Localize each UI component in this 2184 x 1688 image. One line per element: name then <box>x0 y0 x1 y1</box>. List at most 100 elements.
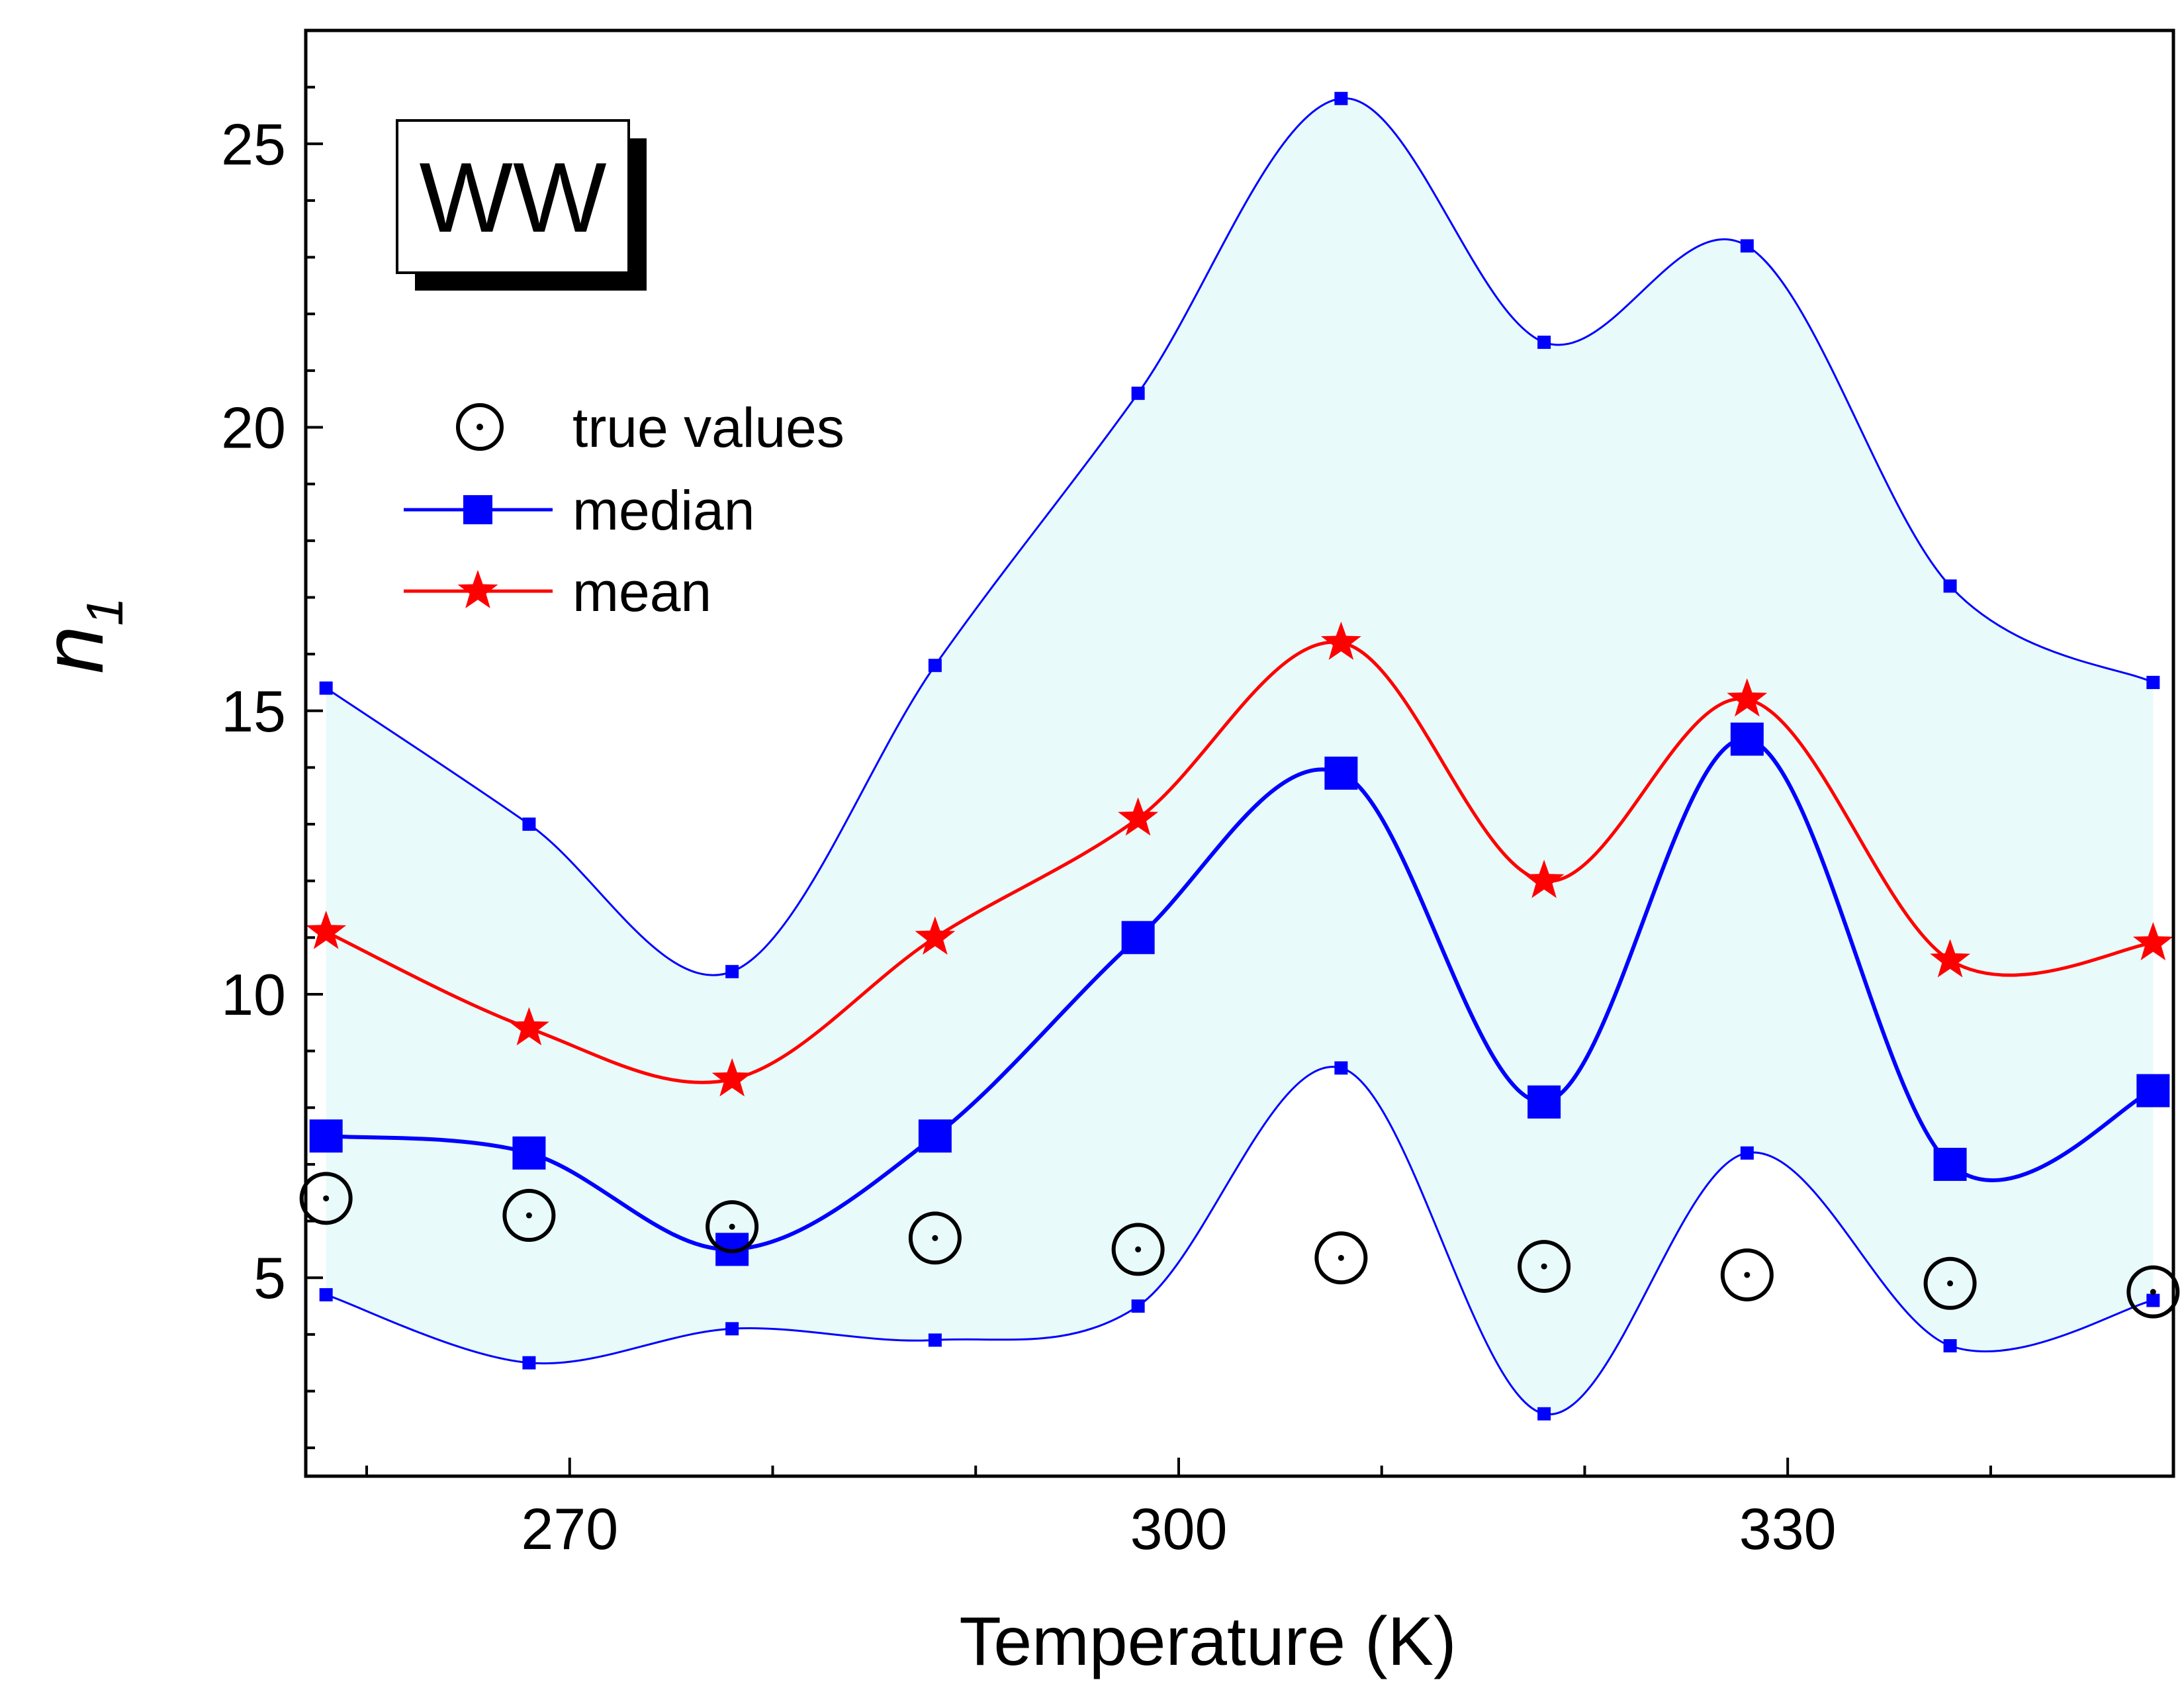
x-axis-title: Temperature (K) <box>959 1603 1456 1680</box>
legend-label: true values <box>572 397 844 459</box>
band-lower-point <box>319 1288 333 1301</box>
series-markers <box>299 91 2180 1421</box>
band-lower-point <box>1740 1146 1754 1160</box>
band-lower-point <box>1334 1061 1348 1075</box>
true-value-point <box>2126 1265 2180 1319</box>
mean-point <box>509 1007 549 1046</box>
legend-dot-icon <box>477 424 483 430</box>
true-value-point <box>299 1172 353 1225</box>
badge: WW <box>396 119 647 291</box>
true-value-dot <box>1135 1246 1142 1252</box>
band-upper-point <box>1740 239 1754 253</box>
true-value-dot <box>2150 1289 2156 1295</box>
legend-item-median: median <box>404 479 755 541</box>
true-value-point <box>705 1200 759 1254</box>
plot-frame <box>304 28 2175 1478</box>
true-value-ring <box>2126 1265 2180 1319</box>
legend-item-true-values: true values <box>456 397 844 459</box>
band-lower-point <box>1131 1299 1145 1313</box>
true-value-dot <box>729 1223 735 1230</box>
true-value-point <box>502 1189 556 1243</box>
x-tick-label: 300 <box>1130 1496 1228 1562</box>
true-value-ring <box>908 1211 962 1265</box>
true-value-ring <box>1720 1248 1774 1301</box>
true-value-ring <box>299 1172 353 1225</box>
y-tick-label: 5 <box>253 1245 286 1311</box>
band-lower-point <box>522 1356 536 1370</box>
legend-label: mean <box>572 561 711 623</box>
true-value-point <box>1720 1248 1774 1301</box>
true-value-dot <box>932 1235 938 1241</box>
mean-point <box>1320 622 1361 660</box>
mean-line <box>325 640 2154 1084</box>
legend-label: median <box>572 479 755 541</box>
y-axis-title: n1 <box>24 597 134 674</box>
confidence-band <box>326 98 2154 1415</box>
x-tick-label: 270 <box>521 1496 618 1562</box>
band-upper-point <box>1131 387 1145 400</box>
median-point <box>512 1136 546 1170</box>
badge-label: WW <box>419 142 607 253</box>
median-point <box>918 1119 952 1153</box>
y-tick-label: 25 <box>221 111 286 177</box>
band-lower-line <box>326 1066 2154 1415</box>
band-upper-point <box>725 964 739 978</box>
true-value-point <box>1518 1240 1571 1293</box>
true-value-ring <box>1923 1256 1977 1310</box>
band-lower-point <box>1537 1407 1551 1421</box>
band-lower-point <box>1943 1339 1957 1353</box>
true-value-ring <box>1518 1240 1571 1293</box>
median-point <box>1730 722 1764 756</box>
y-axis-title-main: n <box>24 626 121 674</box>
y-axis-title-subscript: 1 <box>75 597 134 626</box>
true-value-ring <box>1111 1223 1165 1276</box>
svg-text:n1: n1 <box>24 597 134 674</box>
band-upper-point <box>522 818 536 831</box>
badge-box <box>396 119 630 274</box>
band-upper-point <box>928 659 942 673</box>
true-value-dot <box>1541 1263 1547 1270</box>
true-value-ring <box>1314 1231 1368 1285</box>
band-upper-point <box>1943 579 1957 593</box>
legend-circle-icon <box>456 403 504 451</box>
band-upper-point <box>319 681 333 695</box>
mean-point <box>1524 859 1565 898</box>
true-value-dot <box>323 1195 330 1201</box>
mean-point <box>306 910 347 949</box>
band-fill <box>326 98 2154 1415</box>
median-point <box>1324 756 1358 790</box>
mean-point <box>2132 921 2173 961</box>
true-value-dot <box>1744 1272 1751 1278</box>
band-upper-point <box>2146 675 2160 689</box>
legend: true values median mean <box>404 397 844 623</box>
y-tick-label: 10 <box>221 962 286 1027</box>
true-value-ring <box>705 1200 759 1254</box>
true-value-point <box>1314 1231 1368 1285</box>
legend-star-icon <box>457 570 498 608</box>
y-tick-label: 15 <box>221 679 286 744</box>
median-point <box>309 1119 343 1153</box>
true-value-point <box>1923 1256 1977 1310</box>
band-upper-point <box>1537 336 1551 350</box>
median-point <box>1527 1085 1561 1119</box>
true-value-dot <box>1947 1280 1954 1287</box>
band-lower-point <box>2146 1293 2160 1307</box>
true-value-dot <box>1338 1254 1344 1261</box>
axes: 5 10 15 20 25 270 300 330 <box>221 28 2175 1562</box>
true-value-point <box>1111 1223 1165 1276</box>
mean-point <box>1930 939 1970 978</box>
mean-point <box>915 916 956 955</box>
band-lower-point <box>725 1322 739 1336</box>
band-upper-line <box>325 97 2154 976</box>
y-tick-label: 20 <box>221 395 286 461</box>
true-value-dot <box>525 1212 532 1219</box>
legend-item-mean: mean <box>404 561 711 623</box>
x-tick-label: 330 <box>1739 1496 1837 1562</box>
band-lower-point <box>928 1333 942 1347</box>
mean-point <box>711 1058 752 1097</box>
median-point <box>2136 1074 2170 1107</box>
median-point <box>1933 1147 1967 1181</box>
median-point <box>1121 921 1155 955</box>
legend-square-icon <box>463 495 492 524</box>
